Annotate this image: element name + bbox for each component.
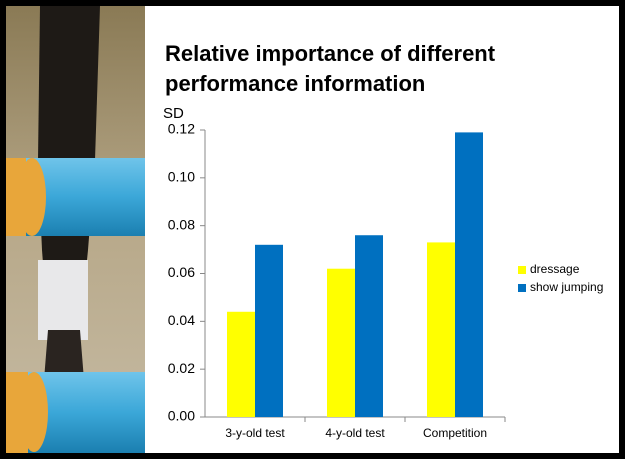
y-tick-label: 0.10 <box>168 169 195 185</box>
bar <box>327 268 355 417</box>
y-tick-label: 0.00 <box>168 408 195 424</box>
bar <box>355 235 383 417</box>
x-tick-label: 3-y-old test <box>225 426 285 440</box>
bar <box>427 242 455 417</box>
y-axis-label: SD <box>163 105 184 122</box>
y-tick-label: 0.02 <box>168 360 195 376</box>
legend-swatch <box>518 266 526 274</box>
x-tick-label: Competition <box>423 426 487 440</box>
y-tick-label: 0.12 <box>168 121 195 137</box>
photo <box>6 6 145 453</box>
x-tick-label: 4-y-old test <box>325 426 385 440</box>
legend-label: show jumping <box>530 280 603 294</box>
title-text-line: performance information <box>165 71 425 96</box>
title-text: Relative importance of different <box>165 41 496 66</box>
y-tick-label: 0.06 <box>168 264 195 280</box>
legend-label: dressage <box>530 262 580 276</box>
chart-title: Relative importance of different perform… <box>165 41 501 96</box>
bar <box>227 311 255 417</box>
legend-swatch <box>518 284 526 292</box>
bar <box>455 132 483 417</box>
y-tick-label: 0.04 <box>168 312 195 328</box>
y-tick-label: 0.08 <box>168 216 195 232</box>
bar <box>255 244 283 417</box>
